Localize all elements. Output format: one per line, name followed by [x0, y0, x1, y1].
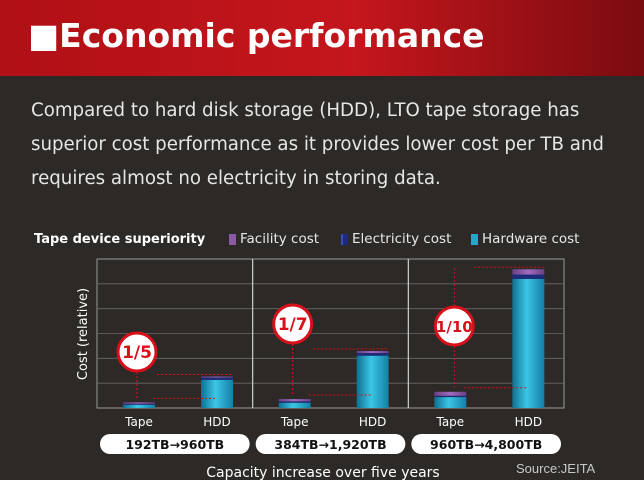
x-tick-label: Tape: [435, 415, 464, 429]
source-note: Source:JEITA: [516, 461, 596, 476]
bar-electricity-tape: [434, 395, 467, 398]
ratio-callout: [116, 331, 158, 373]
capacity-label: 384TB→1,920TB: [274, 437, 386, 452]
page-title: ■Economic performance: [28, 16, 485, 55]
x-tick-label: Tape: [124, 415, 153, 429]
bar-hardware-tape: [123, 404, 155, 408]
bar-hardware-tape: [278, 402, 311, 408]
bar-facility-hdd: [512, 269, 545, 275]
ratio-label: 1/10: [436, 318, 473, 336]
ratio-label: 1/5: [122, 343, 152, 363]
bar-hardware-hdd: [201, 379, 233, 408]
legend-facility-swatch: [229, 233, 236, 245]
bar-facility-tape: [278, 399, 311, 402]
x-tick-label: HDD: [359, 415, 387, 429]
bar-hardware-hdd: [356, 355, 389, 408]
bar-electricity-hdd: [201, 377, 233, 380]
legend-facility-label: Facility cost: [240, 231, 320, 247]
capacity-pill: [411, 434, 561, 454]
bar-facility-tape: [434, 391, 467, 396]
legend-hardware: Hardware cost: [471, 231, 579, 247]
bar-electricity-tape: [123, 403, 155, 405]
bar-electricity-hdd: [512, 274, 545, 279]
ratio-callout: [272, 303, 314, 345]
y-axis-label: Cost (relative): [76, 288, 91, 380]
bar-electricity-tape: [278, 401, 311, 403]
legend-electricity-label: Electricity cost: [352, 231, 452, 247]
legend-electricity-swatch: [341, 233, 348, 245]
capacity-pill: [100, 434, 250, 454]
x-tick-label: HDD: [515, 415, 543, 429]
legend-electricity: Electricity cost: [341, 231, 451, 247]
x-tick-label: Tape: [280, 415, 309, 429]
x-tick-label: HDD: [203, 415, 231, 429]
legend-hardware-swatch: [471, 233, 478, 245]
capacity-pill: [255, 434, 406, 454]
ratio-callout: [433, 305, 475, 347]
ratio-label: 1/7: [278, 315, 308, 335]
legend-facility: Facility cost: [229, 231, 319, 247]
bar-facility-hdd: [201, 376, 233, 378]
x-axis-label: Capacity increase over five years: [206, 465, 439, 480]
bar-electricity-hdd: [356, 353, 389, 356]
title-banner: ■Economic performance: [0, 0, 644, 76]
bar-facility-tape: [123, 402, 155, 404]
legend-hardware-label: Hardware cost: [482, 231, 580, 247]
intro-paragraph: Compared to hard disk storage (HDD), LTO…: [31, 100, 604, 189]
chart-title: Tape device superiority: [34, 232, 206, 247]
bar-hardware-tape: [434, 397, 467, 408]
capacity-label: 192TB→960TB: [125, 437, 224, 452]
bar-hardware-hdd: [512, 278, 545, 408]
capacity-label: 960TB→4,800TB: [430, 437, 542, 452]
bar-facility-hdd: [356, 351, 389, 354]
